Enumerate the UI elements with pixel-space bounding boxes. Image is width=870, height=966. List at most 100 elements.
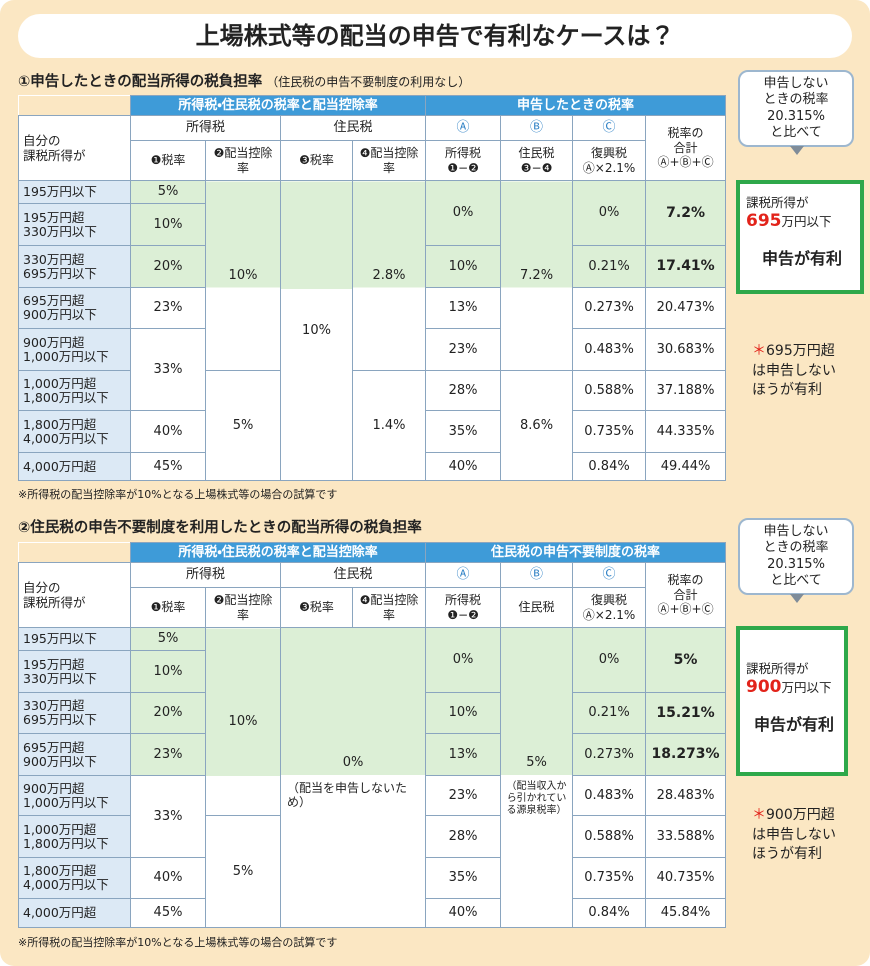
cell: 45% [130,452,206,481]
cell: 0% [281,628,426,775]
cell: 5% [205,370,281,481]
cell: 28% [425,815,502,858]
cell: 40% [425,452,502,481]
cell: 0.735% [572,857,647,899]
cell: 7.2% [500,180,574,371]
sub-header: Ⓒ [572,115,647,141]
group-header: 所得税・住民税の税率と配当控除率 [129,95,427,116]
col-header: 所得税 ❶−❷ [425,140,502,181]
row-label: 195万円超 330万円以下 [18,203,131,246]
cell: 0.84% [572,452,647,481]
cell: 15.21% [645,692,727,734]
row-label: 4,000万円超 [18,452,131,481]
cell: 30.683% [645,328,727,371]
tax-table: 所得税・住民税の税率と配当控除率 住民税の申告不要制度の税率 自分の 課税所得が所… [18,542,727,928]
cell: 45.84% [645,898,727,928]
highlight-amount: 695 [746,211,782,231]
col-header: 所得税 ❶−❷ [425,587,502,628]
row-label: 1,800万円超 4,000万円以下 [18,857,131,899]
highlight-conclusion: 申告が有利 [753,715,834,734]
row-label: 1,000万円超 1,800万円以下 [18,370,131,411]
title: 上場株式等の配当の申告で有利なケースは？ [18,14,852,58]
cell: 10% [130,203,206,246]
cell: 10% [205,627,281,816]
col-header: 税率の 合計 Ⓐ+Ⓑ+Ⓒ [645,115,727,181]
cell: 20.473% [645,287,727,329]
cell: 0.273% [572,287,647,329]
sub-header: Ⓑ [500,115,574,141]
cell: 40% [130,410,206,453]
cell: 5% [130,180,206,204]
row-label: 195万円以下 [18,180,131,204]
group-header: 住民税の申告不要制度の税率 [425,542,727,563]
col-header: 税率の 合計 Ⓐ+Ⓑ+Ⓒ [645,562,727,628]
cell: 37.188% [645,370,727,411]
row-label: 195万円以下 [18,627,131,651]
cell: 28% [425,370,502,411]
cell: 0.735% [572,410,647,453]
cell: 0.588% [572,370,647,411]
cell: 0.21% [572,692,647,734]
col-header: ❸税率 [280,140,353,181]
section-heading: ②住民税の申告不要制度を利用したときの配当所得の税負担率 [18,516,422,537]
row-label: 695万円超 900万円以下 [18,287,131,329]
highlight-amount: 900 [746,677,782,697]
sub-header: Ⓑ [500,562,574,588]
cell: 40% [130,857,206,899]
cell: 45% [130,898,206,928]
sub-header: 所得税 [130,115,281,141]
highlight-box: 課税所得が 695万円以下申告が有利 [736,180,864,294]
sub-header: 所得税 [130,562,281,588]
cell: 0% [425,180,502,246]
group-header: 申告したときの税率 [425,95,727,116]
group-header: 所得税・住民税の税率と配当控除率 [129,542,427,563]
cell: 0% [572,627,647,693]
row-label: 1,800万円超 4,000万円以下 [18,410,131,453]
cell: 44.335% [645,410,727,453]
cell: 0.483% [572,328,647,371]
cell: 5% [501,628,573,775]
row-label-header: 自分の 課税所得が [18,562,131,628]
note-text: 695万円超は申告しないほうが有利 [752,343,836,399]
tax-table: 所得税・住民税の税率と配当控除率 申告したときの税率 自分の 課税所得が 所得税 住民… [18,95,727,481]
footnote: ※所得税の配当控除率が10%となる上場株式等の場合の試算です [18,488,338,501]
cell: 5% [205,815,281,928]
row-label: 900万円超 1,000万円以下 [18,328,131,371]
cell: 23% [425,775,502,816]
row-label: 195万円超 330万円以下 [18,650,131,693]
row-label: 900万円超 1,000万円以下 [18,775,131,816]
cell: 8.6% [500,370,574,481]
sub-header: Ⓒ [572,562,647,588]
cell: 33% [130,328,206,411]
blank [18,95,131,116]
row-label: 4,000万円超 [18,898,131,928]
row-label: 695万円超 900万円以下 [18,733,131,776]
col-header: ❷配当控除率 [205,140,281,181]
cell: 0% [572,180,647,246]
col-header: ❶税率 [130,587,206,628]
cell-note: （配当収入から引かれている源泉税率） [506,781,567,816]
highlight-suffix: 万円以下 [781,214,832,229]
sub-header: 住民税 [279,115,427,141]
cell: 23% [130,733,206,776]
note: ＊695万円超は申告しないほうが有利 [752,342,844,401]
cell: 2.8% [351,180,427,371]
col-header: ❸税率 [280,587,353,628]
col-header: ❹配当控除率 [351,587,427,628]
note-mark: ＊ [752,807,766,823]
highlight-prefix: 課税所得が [746,195,809,210]
footnote: ※所得税の配当控除率が10%となる上場株式等の場合の試算です [18,936,338,949]
sub-header: Ⓐ [425,562,502,588]
resident-cell: 0% （配当を申告しないため） [279,627,427,928]
cell: 33% [130,775,206,858]
blank [18,542,131,563]
cell: 5% [130,627,206,651]
cell: 23% [425,328,502,371]
cell: 10% [205,180,281,371]
col-header: 復興税 Ⓐ×2.1% [572,140,647,181]
cell: 20% [130,692,206,734]
highlight-conclusion: 申告が有利 [761,249,842,268]
highlight-prefix: 課税所得が [746,661,809,676]
row-label: 1,000万円超 1,800万円以下 [18,815,131,858]
